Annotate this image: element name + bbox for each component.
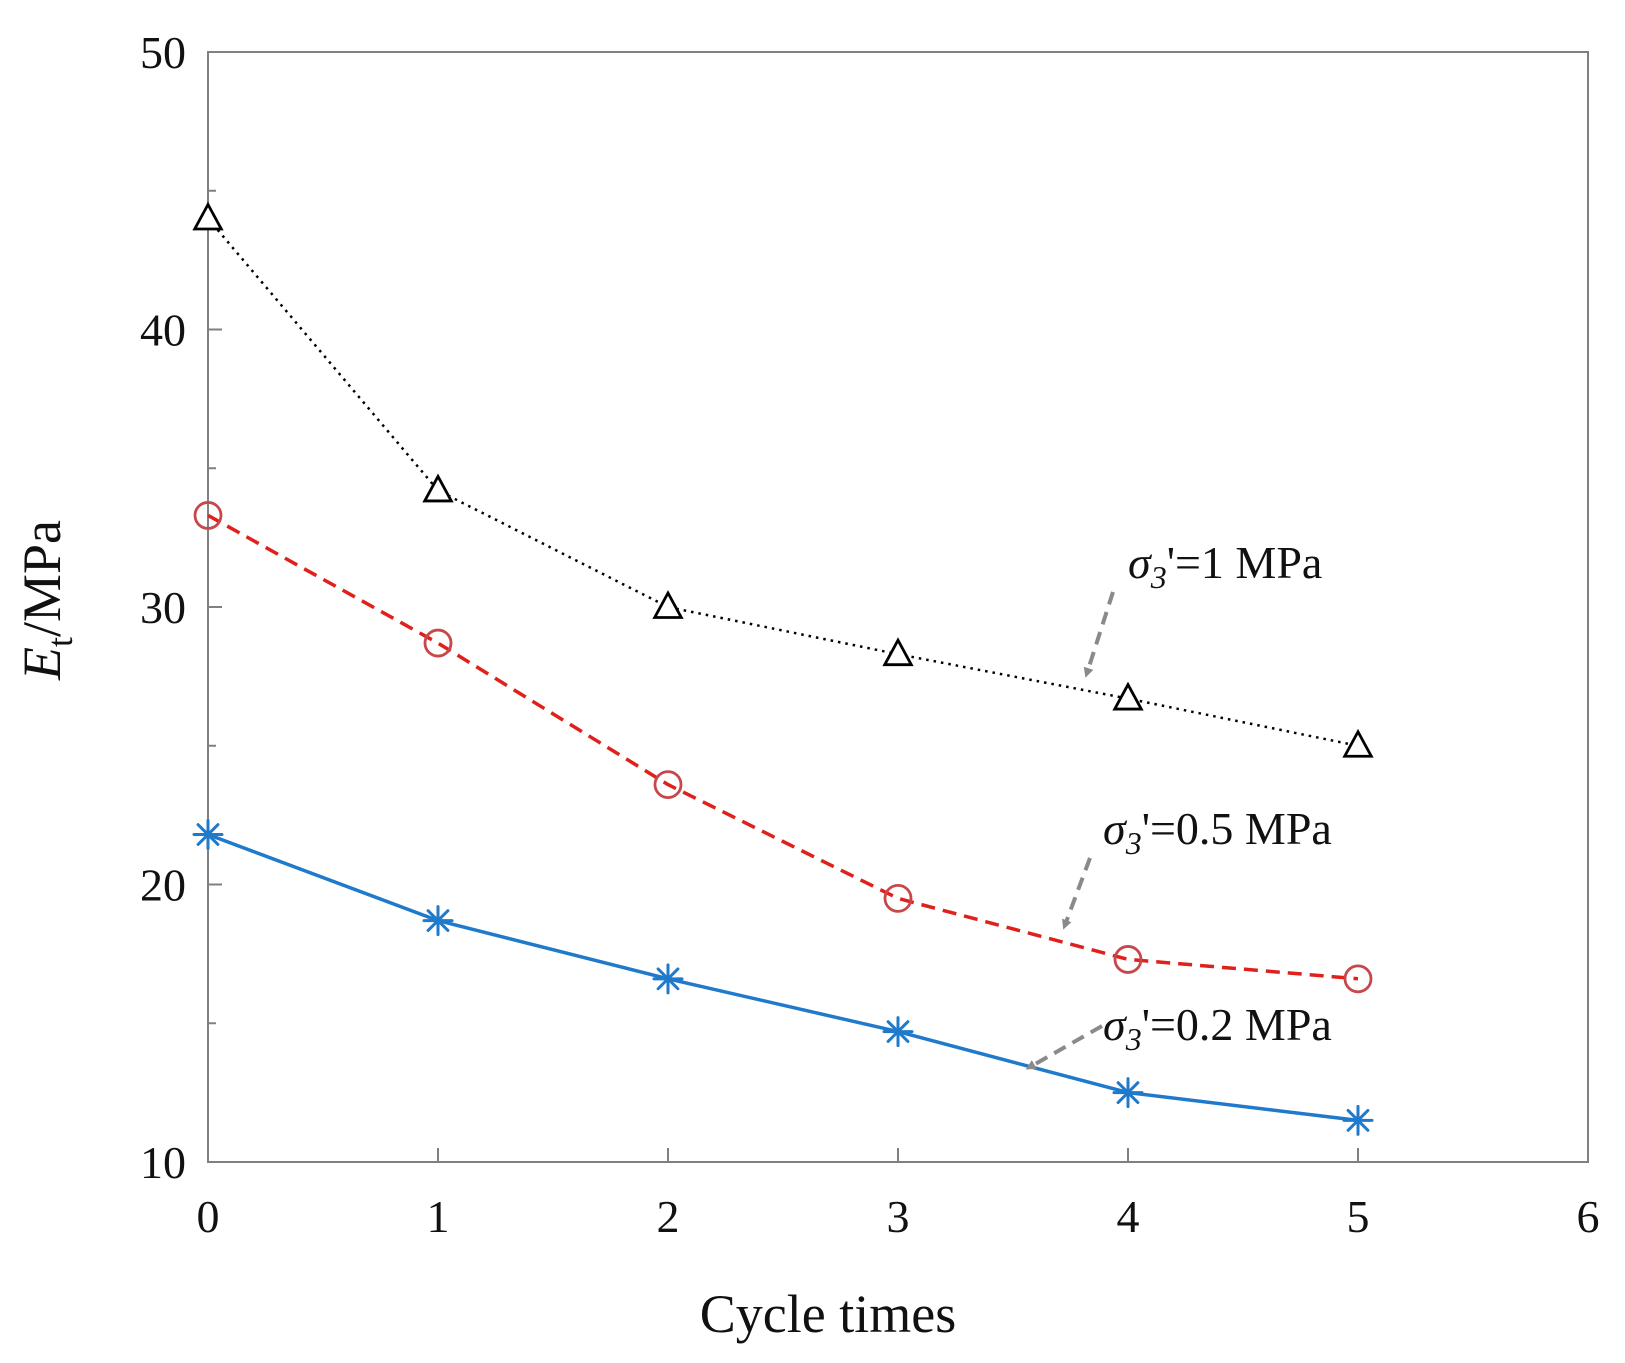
series-line-2	[207, 832, 1359, 1123]
y-axis-title-symbol: E	[12, 647, 72, 681]
data-point-asterisk	[1342, 1104, 1374, 1136]
annotation-label-sigma-02: σ3'=0.2 MPa	[1103, 999, 1332, 1057]
x-axis-ticks: 0 1 2 3 4 5 6	[197, 1148, 1600, 1242]
series-lines	[207, 217, 1359, 1123]
data-point-triangle	[882, 637, 914, 667]
y-axis-ticks: 10 20 30 40 50	[140, 27, 222, 1188]
y-tick-label: 30	[140, 582, 186, 633]
data-point-triangle	[422, 473, 454, 503]
x-tick-label: 3	[887, 1191, 910, 1242]
data-point-circle	[1343, 964, 1373, 994]
data-point-asterisk	[652, 963, 684, 995]
annotation-arrow-sigma-05	[1062, 857, 1092, 930]
x-tick-label: 1	[427, 1191, 450, 1242]
x-tick-label: 2	[657, 1191, 680, 1242]
data-point-triangle	[1342, 728, 1374, 758]
data-point-circle	[423, 628, 453, 658]
y-tick-label: 20	[140, 860, 186, 911]
data-point-asterisk	[192, 819, 224, 851]
data-point-asterisk	[422, 905, 454, 937]
annotation-arrow-sigma-1	[1083, 591, 1115, 678]
data-point-circle	[193, 501, 223, 530]
x-tick-label: 6	[1577, 1191, 1600, 1242]
annotation-sigma-05: σ3'=0.5 MPa	[1062, 803, 1332, 930]
data-point-triangle	[1112, 681, 1144, 711]
annotation-sigma-1: σ3'=1 MPa	[1083, 537, 1322, 678]
data-point-circle	[653, 770, 683, 799]
data-point-circle	[883, 883, 913, 913]
x-tick-label: 4	[1117, 1191, 1140, 1242]
y-axis-title-subscript: t	[40, 637, 80, 647]
y-tick-label: 50	[140, 27, 186, 78]
x-tick-label: 0	[197, 1191, 220, 1242]
annotation-label-sigma-05: σ3'=0.5 MPa	[1103, 803, 1332, 861]
data-point-asterisk	[882, 1016, 914, 1048]
data-point-asterisk	[1112, 1077, 1144, 1109]
series-markers	[192, 201, 1374, 1136]
x-axis-title: Cycle times	[700, 1284, 956, 1344]
y-tick-label: 10	[140, 1137, 186, 1188]
annotation-sigma-02: σ3'=0.2 MPa	[1025, 999, 1332, 1070]
series-line-1	[207, 513, 1359, 981]
series-line-0	[207, 217, 1359, 748]
annotation-arrow-sigma-02	[1025, 1024, 1103, 1070]
y-axis-title: Et/MPa	[12, 520, 80, 681]
y-axis-title-unit: /MPa	[12, 520, 72, 637]
data-point-circle	[1113, 945, 1143, 974]
data-point-triangle	[192, 201, 224, 231]
y-tick-label: 40	[140, 305, 186, 356]
data-point-triangle	[652, 590, 684, 619]
plot-frame	[207, 51, 1589, 1163]
x-tick-label: 5	[1347, 1191, 1370, 1242]
annotation-label-sigma-1: σ3'=1 MPa	[1128, 537, 1322, 595]
